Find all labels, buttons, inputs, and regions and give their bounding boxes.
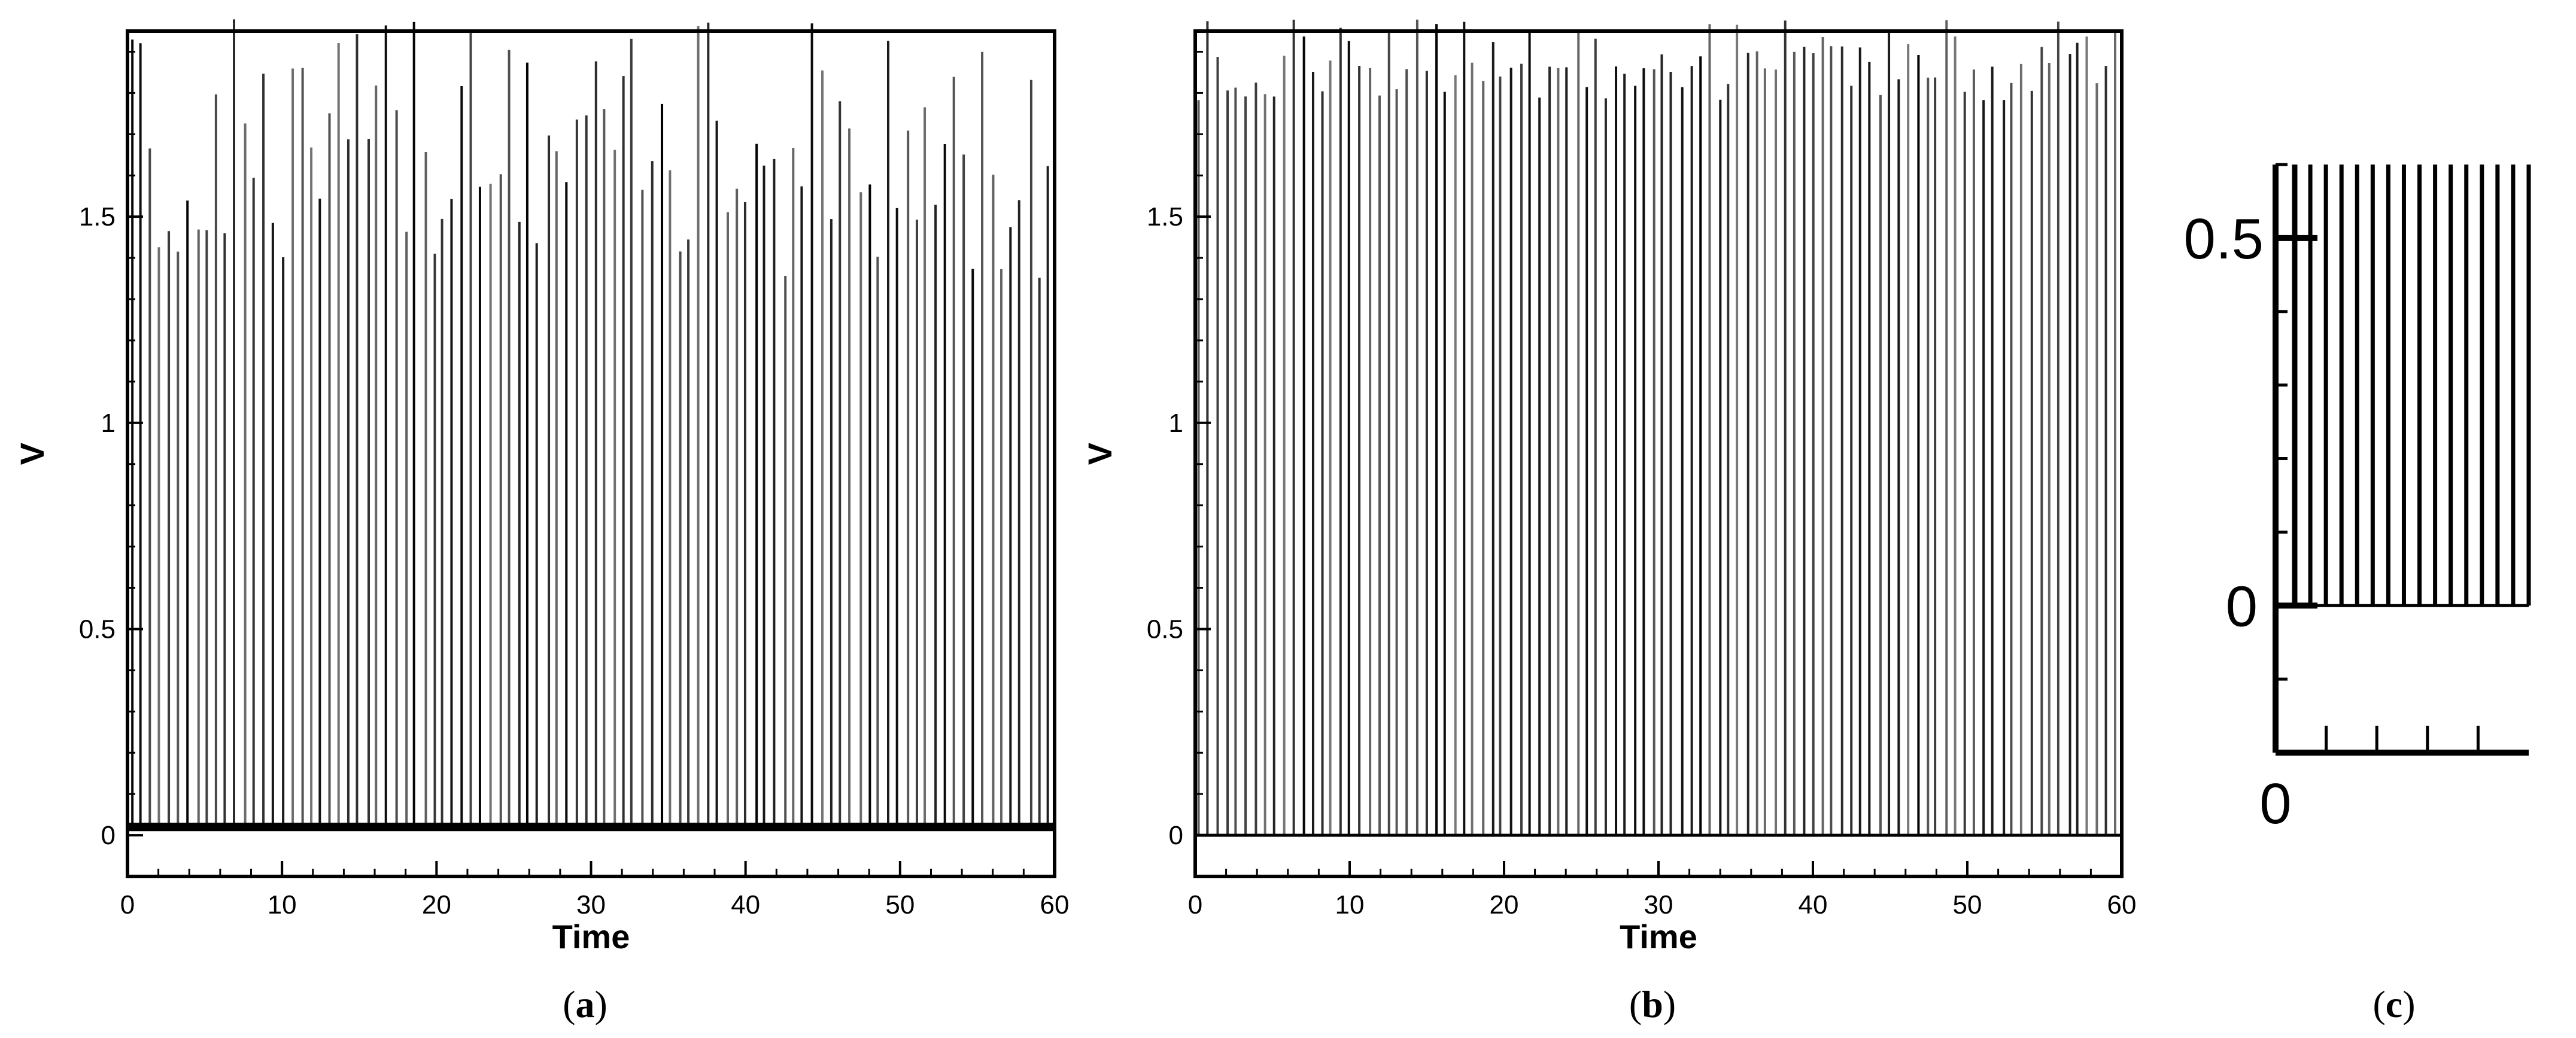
b-x-axis-label: Time (1620, 918, 1697, 955)
panel-a: 0 10 20 30 40 50 60 0 0.5 1 1.5 Time V (a) (13, 19, 1069, 1025)
b-x-tick-label: 60 (2107, 890, 2137, 920)
c-caption: (c) (2373, 983, 2415, 1025)
b-y-axis-label: V (1081, 443, 1119, 465)
a-caption: (a) (563, 983, 607, 1025)
a-x-tick-label: 40 (731, 890, 760, 920)
b-y-axis: 0 0.5 1 1.5 (1147, 50, 1211, 850)
panel-c: 0.5 0 0 (c) (2184, 163, 2531, 1025)
b-x-axis: 0 10 20 30 40 50 60 (1188, 861, 2137, 920)
c-caption-open: ( (2373, 983, 2385, 1025)
a-y-tick-label: 1 (101, 409, 116, 438)
a-y-tick-label: 0 (101, 821, 116, 850)
a-caption-letter: a (576, 983, 595, 1025)
a-y-tick-label: 0.5 (79, 614, 116, 644)
a-x-tick-label: 50 (885, 890, 915, 920)
panel-b: 0 10 20 30 40 50 60 0 0.5 1 1.5 Time V (b) (1081, 19, 2137, 1025)
c-axes (2273, 163, 2529, 756)
a-caption-open: ( (563, 983, 575, 1025)
c-y-tick-label-0: 0 (2226, 574, 2258, 638)
b-x-tick-label: 40 (1799, 890, 1828, 920)
a-y-tick-label: 1.5 (79, 202, 116, 232)
b-y-tick-label: 1 (1169, 409, 1183, 438)
a-x-tick-label: 10 (268, 890, 297, 920)
a-x-tick-label: 0 (120, 890, 135, 920)
b-x-tick-label: 0 (1188, 890, 1202, 920)
c-x-tick-label-0: 0 (2259, 772, 2291, 836)
c-caption-close: ) (2402, 983, 2415, 1025)
a-x-axis-label: Time (552, 918, 630, 955)
a-y-axis: 0 0.5 1 1.5 (79, 50, 143, 850)
a-caption-close: ) (595, 983, 607, 1025)
a-x-tick-label: 60 (1040, 890, 1070, 920)
b-caption: (b) (1629, 983, 1676, 1025)
a-spike-train (131, 19, 1049, 827)
c-caption-letter: c (2386, 983, 2402, 1025)
b-spike-train (1197, 19, 2117, 836)
b-x-tick-label: 10 (1335, 890, 1365, 920)
b-caption-close: ) (1663, 983, 1676, 1025)
b-y-tick-label: 0.5 (1147, 614, 1183, 644)
a-x-axis: 0 10 20 30 40 50 60 (120, 861, 1070, 920)
a-y-axis-label: V (13, 443, 51, 465)
b-x-tick-label: 30 (1644, 890, 1673, 920)
b-x-tick-label: 20 (1490, 890, 1519, 920)
b-y-tick-label: 1.5 (1147, 202, 1183, 232)
c-y-tick-label-0.5: 0.5 (2184, 207, 2264, 271)
b-caption-letter: b (1642, 983, 1663, 1025)
a-x-tick-label: 20 (422, 890, 451, 920)
a-x-tick-label: 30 (576, 890, 606, 920)
b-y-tick-label: 0 (1169, 821, 1183, 850)
b-x-tick-label: 50 (1953, 890, 1982, 920)
b-caption-open: ( (1629, 983, 1642, 1025)
